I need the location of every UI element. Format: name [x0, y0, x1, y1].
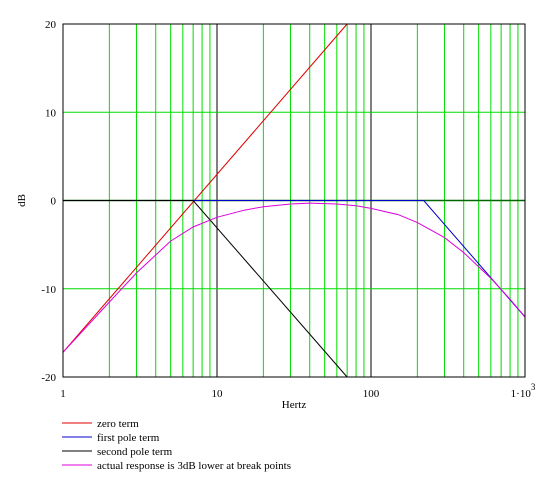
x-tick-label: 1 — [60, 388, 66, 400]
series-line-3 — [62, 202, 526, 353]
y-tick-labels: 20 10 0 -10 -20 — [41, 19, 56, 384]
series-line-1 — [63, 200, 526, 318]
y-tick-label: 20 — [45, 19, 57, 31]
legend: zero term first pole term second pole term… — [62, 418, 291, 472]
x-axis-label: Hertz — [282, 399, 307, 411]
x-tick-last-exponent: 3 — [531, 382, 536, 392]
legend-label-1: first pole term — [97, 432, 160, 444]
x-tick-last-base: 1·10 — [511, 388, 532, 400]
y-tick-label: -10 — [41, 284, 56, 296]
y-tick-label: 0 — [51, 196, 57, 208]
legend-label-0: zero term — [97, 418, 139, 430]
y-tick-label: 10 — [45, 107, 57, 119]
series-lines — [62, 23, 526, 378]
x-tick-label-1000: 1·103 — [511, 382, 536, 400]
y-tick-label: -20 — [41, 372, 56, 384]
legend-label-2: second pole term — [97, 446, 173, 458]
x-tick-label: 10 — [212, 388, 224, 400]
series-line-2 — [63, 200, 348, 378]
legend-label-3: actual response is 3dB lower at break po… — [97, 460, 291, 472]
x-tick-label: 100 — [363, 388, 380, 400]
plot-frame — [62, 23, 526, 378]
x-tick-labels: 1·103 1 10 100 — [60, 382, 536, 400]
series-line-0 — [62, 23, 348, 353]
y-axis-label: dB — [16, 194, 28, 207]
